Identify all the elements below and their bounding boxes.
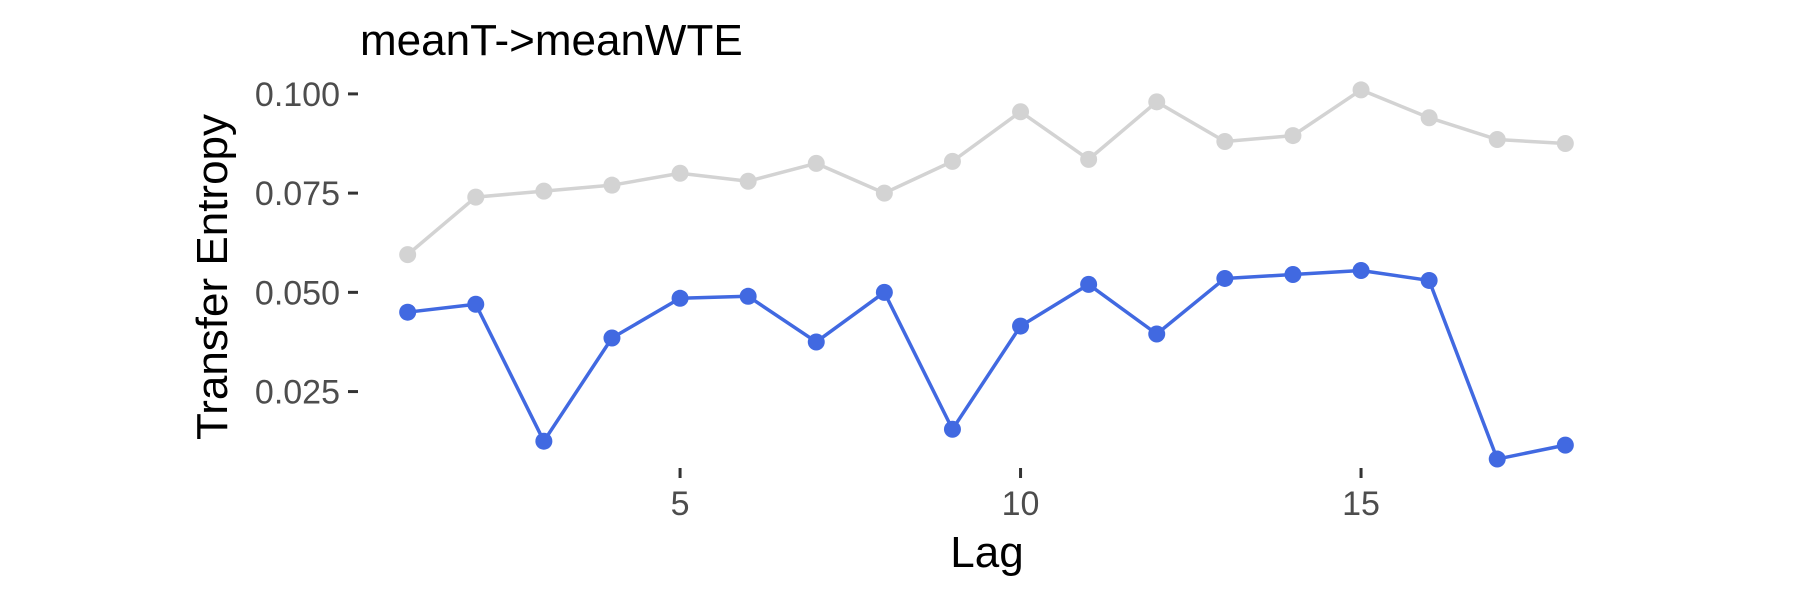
- data-point: [399, 303, 417, 321]
- y-tick-label: 0.050: [255, 274, 340, 312]
- data-point: [943, 152, 961, 170]
- series-2: [399, 262, 1574, 468]
- data-point: [1352, 262, 1370, 280]
- data-point: [1012, 103, 1030, 121]
- data-point: [807, 333, 825, 351]
- y-axis-title: Transfer Entropy: [188, 114, 237, 440]
- data-point: [1284, 265, 1302, 283]
- data-point: [1420, 109, 1438, 127]
- data-point: [1488, 450, 1506, 468]
- data-point: [943, 420, 961, 438]
- data-point: [739, 172, 757, 190]
- data-point: [875, 184, 893, 202]
- data-point: [1556, 135, 1574, 153]
- x-tick-label: 10: [1002, 485, 1040, 523]
- data-point: [603, 176, 621, 194]
- data-point: [467, 295, 485, 313]
- data-point: [603, 329, 621, 347]
- data-point: [467, 188, 485, 206]
- data-point: [535, 182, 553, 200]
- y-tick-label: 0.100: [255, 76, 340, 114]
- series-line: [405, 268, 1568, 461]
- series-line: [405, 88, 1568, 257]
- data-point: [399, 246, 417, 264]
- x-tick-label: 5: [671, 485, 690, 523]
- series-layer: [399, 81, 1574, 468]
- data-point: [1148, 325, 1166, 343]
- y-tick-label: 0.025: [255, 374, 340, 412]
- data-point: [1420, 271, 1438, 289]
- data-point: [1488, 131, 1506, 149]
- axes-layer: 0.025 0.050 0.075 0.100 5 10 15: [255, 76, 1380, 523]
- data-point: [535, 432, 553, 450]
- data-point: [1080, 150, 1098, 168]
- data-point: [671, 164, 689, 182]
- data-point: [1284, 127, 1302, 145]
- data-point: [1080, 275, 1098, 293]
- data-point: [671, 289, 689, 307]
- data-point: [1216, 133, 1234, 151]
- data-point: [1556, 436, 1574, 454]
- chart-title: meanT->meanWTE: [360, 16, 743, 65]
- x-tick-label: 15: [1342, 485, 1380, 523]
- data-point: [807, 154, 825, 172]
- data-point: [875, 283, 893, 301]
- data-point: [1352, 81, 1370, 99]
- data-point: [1012, 317, 1030, 335]
- y-tick-label: 0.075: [255, 175, 340, 213]
- series-1: [399, 81, 1574, 264]
- data-point: [739, 287, 757, 305]
- data-point: [1216, 269, 1234, 287]
- x-axis-title: Lag: [950, 528, 1023, 577]
- data-point: [1148, 93, 1166, 111]
